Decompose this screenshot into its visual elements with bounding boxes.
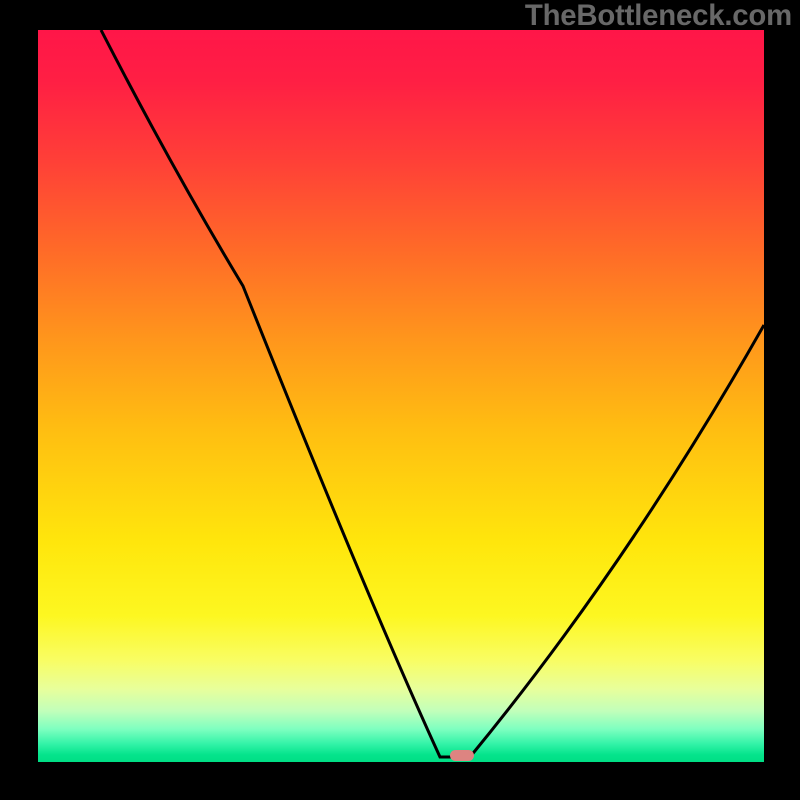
watermark-text: TheBottleneck.com xyxy=(525,0,792,32)
gradient-chart-svg xyxy=(38,30,764,762)
chart-frame: TheBottleneck.com xyxy=(0,0,800,800)
gradient-background xyxy=(38,30,764,762)
plot-area xyxy=(38,30,764,762)
minimum-marker xyxy=(450,750,474,761)
